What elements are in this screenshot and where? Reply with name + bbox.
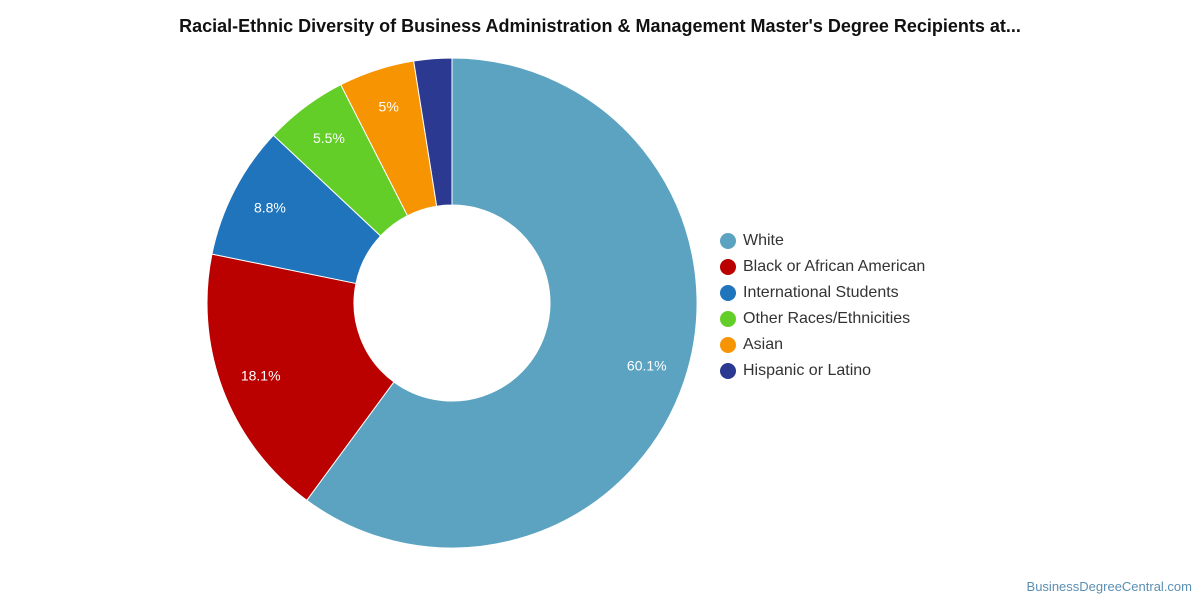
legend-item[interactable]: Other Races/Ethnicities <box>720 306 925 332</box>
chart-legend: White Black or African American Internatio… <box>720 228 925 384</box>
legend-item[interactable]: Black or African American <box>720 254 925 280</box>
data-label: 5.5% <box>313 130 345 146</box>
legend-label: International Students <box>743 284 899 301</box>
legend-item[interactable]: International Students <box>720 280 925 306</box>
legend-label: Asian <box>743 336 784 353</box>
donut-slice-hispanic-or-latino[interactable] <box>413 57 453 207</box>
donut-slice-white[interactable] <box>306 57 698 549</box>
data-label: 5% <box>379 99 399 115</box>
legend-marker-icon <box>720 233 736 249</box>
data-label: 8.8% <box>254 199 286 215</box>
chart-title: Racial-Ethnic Diversity of Business Admi… <box>179 16 1021 36</box>
legend-item[interactable]: White <box>720 228 925 254</box>
legend-item[interactable]: Hispanic or Latino <box>720 358 925 384</box>
legend-label: Hispanic or Latino <box>743 362 872 379</box>
legend-label: Black or African American <box>743 258 926 275</box>
legend-marker-icon <box>720 259 736 275</box>
legend-label: Other Races/Ethnicities <box>743 310 911 327</box>
watermark[interactable]: BusinessDegreeCentral.com <box>1026 579 1192 594</box>
legend-marker-icon <box>720 337 736 353</box>
legend-label: White <box>743 232 784 249</box>
data-label: 60.1% <box>627 358 667 374</box>
legend-item[interactable]: Asian <box>720 332 925 358</box>
data-label: 18.1% <box>241 367 281 383</box>
legend-marker-icon <box>720 285 736 301</box>
legend-marker-icon <box>720 311 736 327</box>
donut-slice-black-or-african-american[interactable] <box>206 253 395 501</box>
legend-marker-icon <box>720 363 736 379</box>
